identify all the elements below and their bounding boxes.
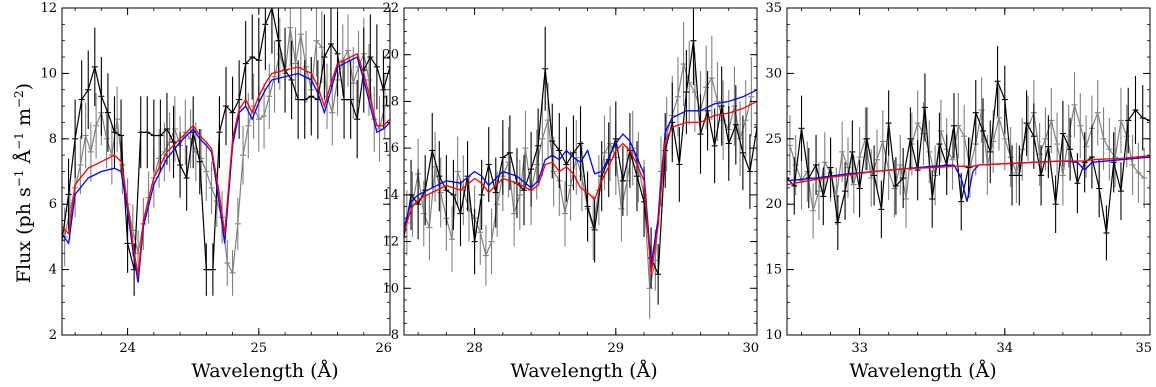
- y-tick-label: 30: [765, 66, 782, 81]
- y-tick-label: 12: [382, 235, 399, 250]
- panel-middle: 28 29 30 8 10 12 14 16 18 20 22 Wavelength (Å): [382, 1, 759, 382]
- y-tick-label: 4: [49, 263, 57, 278]
- x-tick-label: 33: [851, 341, 868, 356]
- x-tick-label: 34: [997, 341, 1014, 356]
- plot-area-right: 33 34 35 10 15 20 25 30 35: [765, 1, 1152, 356]
- y-tick-label: 22: [382, 1, 399, 16]
- series-middle-0: [404, 22, 755, 319]
- series-left-0: [62, 8, 388, 296]
- model-line: [62, 52, 390, 277]
- series-right-3: [787, 155, 1150, 186]
- series-right-0: [787, 72, 1148, 239]
- series-right-1: [787, 45, 1150, 261]
- x-tick-label: 29: [608, 341, 625, 356]
- x-tick-label: 35: [1135, 341, 1152, 356]
- series-group-left: [62, 8, 390, 296]
- model-line: [787, 155, 1150, 186]
- x-axis-label-left: Wavelength (Å): [191, 360, 338, 382]
- y-tick-label: 8: [49, 132, 57, 147]
- y-tick-label: 25: [765, 132, 782, 147]
- y-tick-label: 35: [765, 1, 782, 16]
- y-tick-label: 10: [765, 328, 782, 343]
- y-tick-label: 6: [49, 197, 57, 212]
- series-left-3: [62, 52, 390, 277]
- y-tick-label: 14: [382, 188, 399, 203]
- x-tick-label: 25: [251, 341, 268, 356]
- y-tick-label: 15: [765, 263, 782, 278]
- series-middle-2: [404, 89, 757, 265]
- y-tick-label: 20: [382, 48, 399, 63]
- panel-right: 33 34 35 10 15 20 25 30 35 Wavelength (Å): [765, 1, 1152, 382]
- model-line: [404, 89, 757, 265]
- x-tick-label: 26: [375, 341, 392, 356]
- series-group-middle: [404, 8, 757, 319]
- series-left-1: [62, 8, 390, 296]
- x-tick-label: 30: [742, 341, 759, 356]
- x-tick-label: 24: [119, 341, 136, 356]
- series-group-right: [787, 45, 1150, 261]
- y-tick-label: 10: [40, 66, 57, 81]
- x-axis-label-middle: Wavelength (Å): [510, 360, 657, 382]
- plot-area-middle: 28 29 30 8 10 12 14 16 18 20 22: [382, 1, 759, 356]
- y-tick-label: 8: [391, 328, 399, 343]
- y-tick-label: 18: [382, 94, 399, 109]
- y-tick-label: 12: [40, 1, 57, 16]
- y-tick-label: 2: [49, 328, 57, 343]
- x-axis-label-right: Wavelength (Å): [849, 360, 996, 382]
- x-tick-label: 28: [466, 341, 483, 356]
- series-middle-3: [404, 100, 757, 275]
- axes-frame: [61, 7, 391, 336]
- series-middle-1: [404, 8, 757, 305]
- y-tick-label: 16: [382, 141, 399, 156]
- y-tick-label: 20: [765, 197, 782, 212]
- y-axis-label: Flux (ph s−1 Å−1 m−2): [12, 83, 35, 283]
- model-line: [404, 100, 757, 275]
- y-tick-label: 10: [382, 281, 399, 296]
